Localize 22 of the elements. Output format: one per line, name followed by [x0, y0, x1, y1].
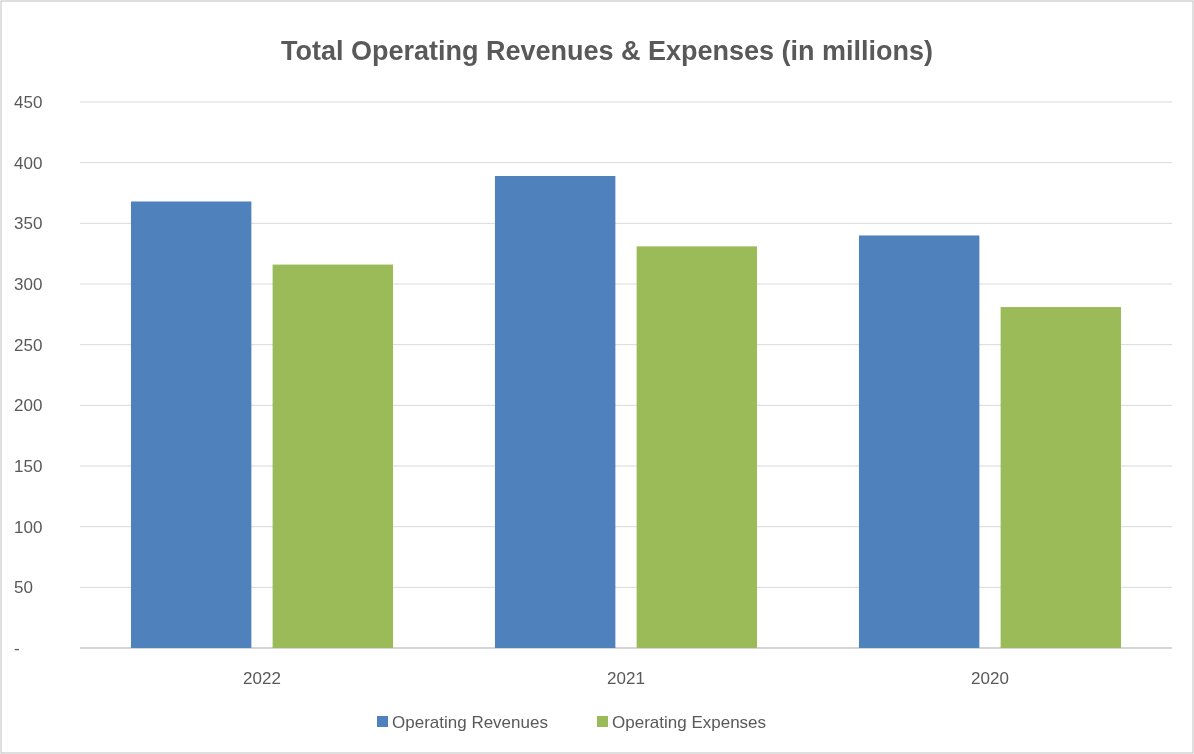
x-tick-label: 2021	[607, 669, 645, 688]
bar	[494, 176, 616, 648]
y-tick-label: 400	[14, 153, 43, 173]
y-tick-label: 300	[14, 274, 43, 294]
y-tick-label: 200	[14, 396, 43, 416]
y-tick-label: 150	[14, 456, 43, 476]
bar	[272, 264, 394, 648]
bar	[858, 235, 980, 648]
y-tick-label: -	[14, 638, 20, 658]
y-tick-label: 50	[14, 578, 33, 598]
bar	[130, 201, 252, 648]
y-tick-label: 250	[14, 335, 43, 355]
bar	[636, 246, 758, 648]
bar	[1000, 307, 1122, 648]
y-tick-label: 450	[14, 92, 43, 112]
y-tick-label: 350	[14, 214, 43, 234]
legend-label: Operating Revenues	[392, 712, 548, 732]
legend-label: Operating Expenses	[612, 712, 767, 732]
chart-title: Total Operating Revenues & Expenses (in millions)	[280, 36, 934, 66]
x-tick-label: 2020	[971, 669, 1009, 688]
y-tick-label: 100	[14, 517, 43, 537]
x-tick-label: 2022	[243, 669, 281, 688]
